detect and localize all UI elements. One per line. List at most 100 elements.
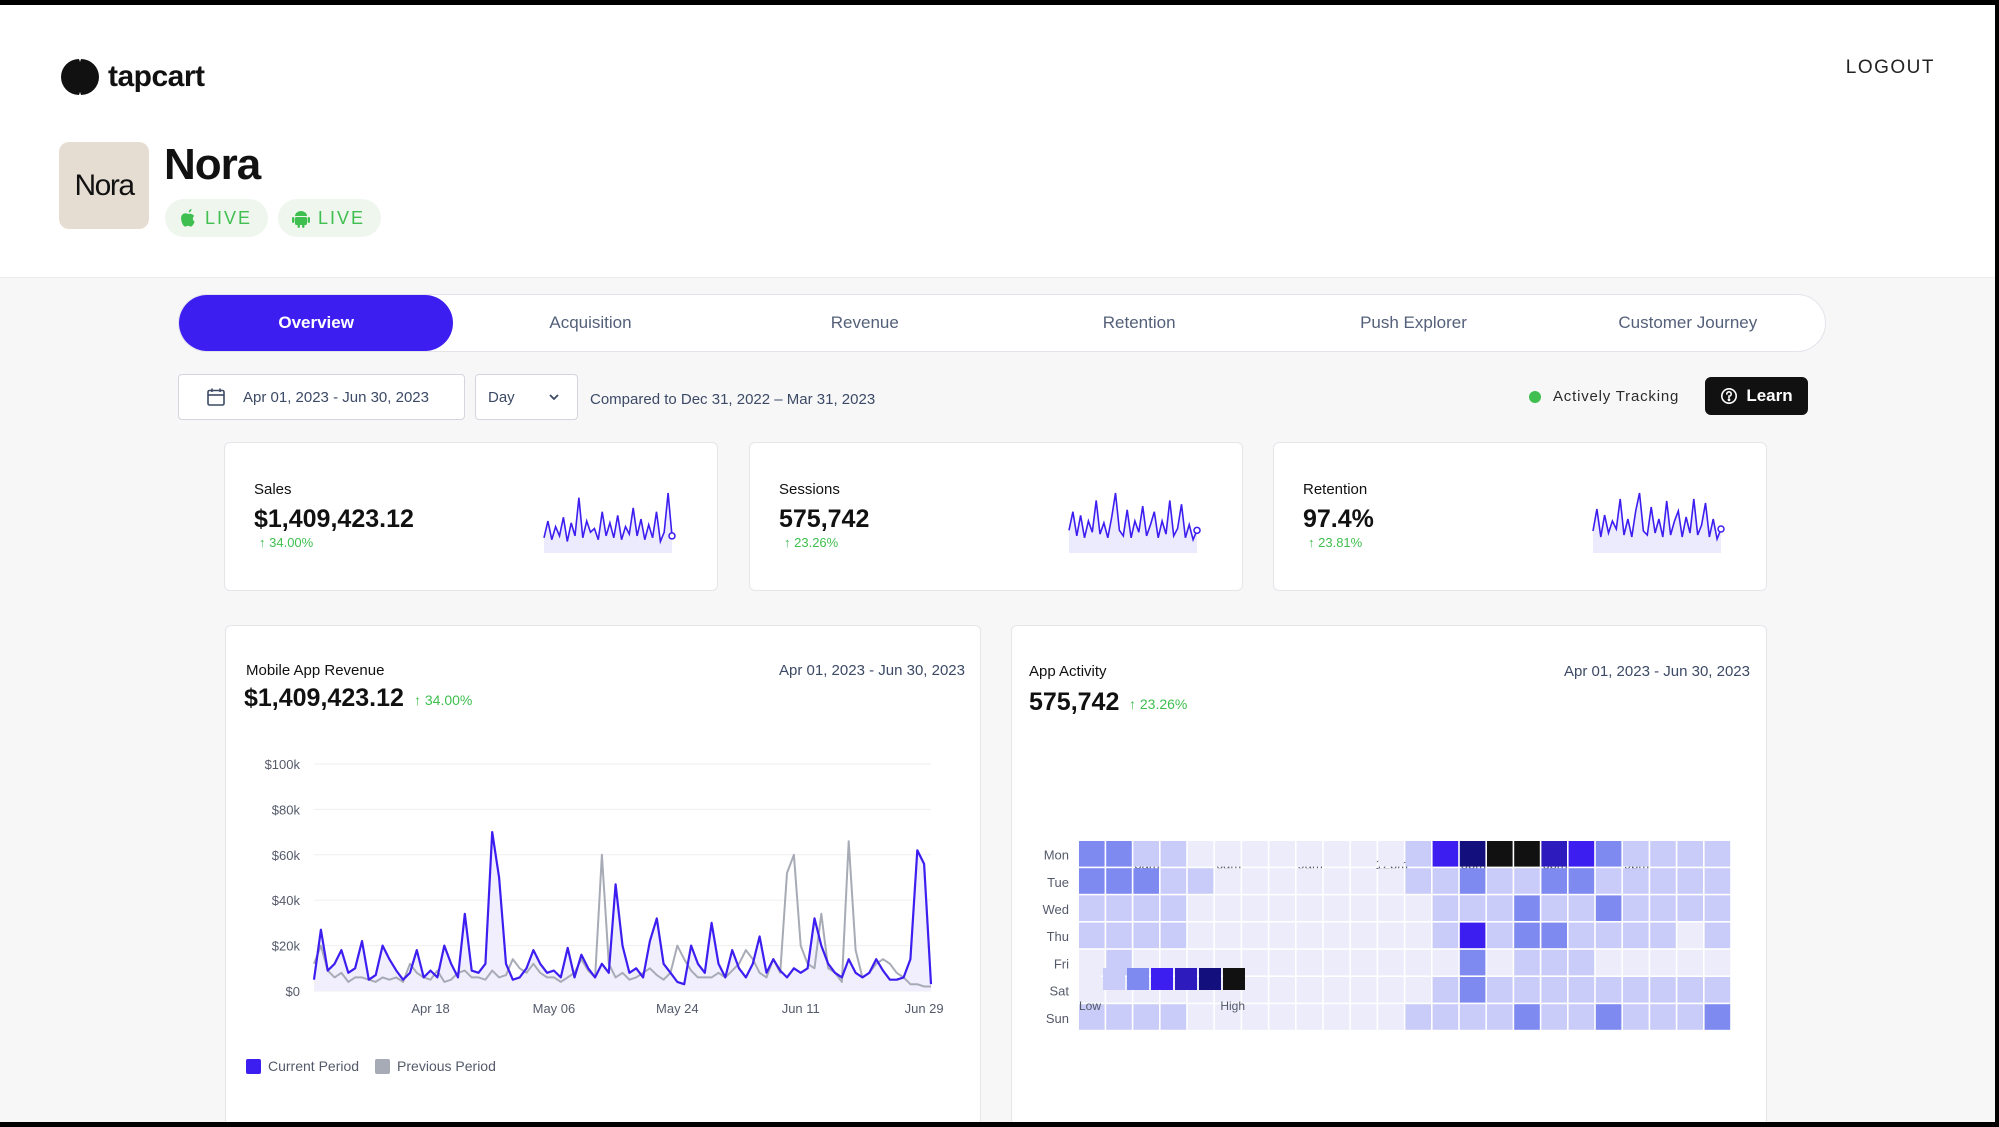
heatmap-cell[interactable] — [1323, 977, 1350, 1003]
heatmap-cell[interactable] — [1487, 922, 1513, 949]
tab-overview[interactable]: Overview — [179, 295, 454, 351]
heatmap-cell[interactable] — [1106, 1004, 1132, 1030]
heatmap-cell[interactable] — [1323, 1004, 1350, 1030]
heatmap-cell[interactable] — [1650, 977, 1676, 1003]
heatmap-cell[interactable] — [1432, 868, 1459, 894]
heatmap-cell[interactable] — [1133, 1004, 1159, 1030]
granularity-select[interactable]: Day — [475, 374, 578, 420]
heatmap-cell[interactable] — [1541, 895, 1567, 921]
heatmap-cell[interactable] — [1079, 868, 1105, 894]
heatmap-cell[interactable] — [1351, 1004, 1377, 1030]
date-range-picker[interactable]: Apr 01, 2023 - Jun 30, 2023 — [178, 374, 465, 420]
heatmap-cell[interactable] — [1677, 868, 1703, 894]
heatmap-cell[interactable] — [1296, 922, 1323, 949]
heatmap-cell[interactable] — [1296, 868, 1323, 894]
heatmap-cell[interactable] — [1079, 841, 1105, 867]
heatmap-cell[interactable] — [1459, 868, 1486, 894]
heatmap-cell[interactable] — [1106, 868, 1132, 894]
heatmap-cell[interactable] — [1487, 1004, 1513, 1030]
heatmap-cell[interactable] — [1242, 868, 1268, 894]
heatmap-cell[interactable] — [1677, 841, 1703, 867]
heatmap-cell[interactable] — [1704, 922, 1731, 949]
heatmap-cell[interactable] — [1351, 922, 1377, 949]
heatmap-cell[interactable] — [1623, 868, 1649, 894]
tab-revenue[interactable]: Revenue — [830, 313, 899, 332]
heatmap-cell[interactable] — [1650, 1004, 1676, 1030]
heatmap-cell[interactable] — [1269, 841, 1295, 867]
tab-retention[interactable]: Retention — [1102, 313, 1176, 332]
heatmap-cell[interactable] — [1323, 868, 1350, 894]
heatmap-cell[interactable] — [1541, 922, 1567, 949]
heatmap-cell[interactable] — [1704, 977, 1731, 1003]
heatmap-cell[interactable] — [1215, 841, 1241, 867]
heatmap-cell[interactable] — [1160, 1004, 1187, 1030]
heatmap-cell[interactable] — [1405, 895, 1431, 921]
heatmap-cell[interactable] — [1595, 841, 1622, 867]
heatmap-cell[interactable] — [1187, 841, 1214, 867]
heatmap-cell[interactable] — [1650, 841, 1676, 867]
heatmap-cell[interactable] — [1378, 841, 1404, 867]
heatmap-cell[interactable] — [1650, 922, 1676, 949]
heatmap-cell[interactable] — [1459, 1004, 1486, 1030]
heatmap-cell[interactable] — [1296, 895, 1323, 921]
heatmap-cell[interactable] — [1405, 922, 1431, 949]
heatmap-cell[interactable] — [1187, 895, 1214, 921]
heatmap-cell[interactable] — [1160, 841, 1187, 867]
heatmap-cell[interactable] — [1269, 977, 1295, 1003]
heatmap-cell[interactable] — [1405, 977, 1431, 1003]
heatmap-cell[interactable] — [1704, 949, 1731, 976]
heatmap-cell[interactable] — [1677, 1004, 1703, 1030]
heatmap-cell[interactable] — [1432, 841, 1459, 867]
heatmap-cell[interactable] — [1704, 841, 1731, 867]
heatmap-cell[interactable] — [1541, 949, 1567, 976]
heatmap-cell[interactable] — [1541, 977, 1567, 1003]
heatmap-cell[interactable] — [1242, 841, 1268, 867]
heatmap-cell[interactable] — [1296, 1004, 1323, 1030]
kpi-card-sales[interactable]: Sales $1,409,423.12 ↑ 34.00% — [224, 442, 718, 591]
heatmap-cell[interactable] — [1704, 868, 1731, 894]
heatmap-cell[interactable] — [1106, 895, 1132, 921]
heatmap-cell[interactable] — [1323, 895, 1350, 921]
heatmap-cell[interactable] — [1487, 977, 1513, 1003]
heatmap-cell[interactable] — [1514, 895, 1540, 921]
legend-current[interactable]: Current Period — [246, 1058, 359, 1074]
heatmap-cell[interactable] — [1351, 977, 1377, 1003]
heatmap-cell[interactable] — [1595, 1004, 1622, 1030]
heatmap-cell[interactable] — [1351, 949, 1377, 976]
heatmap-cell[interactable] — [1514, 949, 1540, 976]
heatmap-cell[interactable] — [1242, 1004, 1268, 1030]
heatmap-cell[interactable] — [1269, 949, 1295, 976]
heatmap-cell[interactable] — [1568, 1004, 1595, 1030]
heatmap-cell[interactable] — [1704, 895, 1731, 921]
heatmap-cell[interactable] — [1351, 895, 1377, 921]
heatmap-cell[interactable] — [1160, 922, 1187, 949]
heatmap-cell[interactable] — [1351, 841, 1377, 867]
tab-acquisition[interactable]: Acquisition — [549, 313, 632, 332]
heatmap-cell[interactable] — [1541, 841, 1567, 867]
heatmap-cell[interactable] — [1677, 895, 1703, 921]
heatmap-cell[interactable] — [1623, 895, 1649, 921]
tab-push-explorer[interactable]: Push Explorer — [1360, 313, 1467, 332]
heatmap-cell[interactable] — [1405, 868, 1431, 894]
heatmap-cell[interactable] — [1623, 949, 1649, 976]
heatmap-cell[interactable] — [1650, 868, 1676, 894]
heatmap-cell[interactable] — [1487, 949, 1513, 976]
heatmap-cell[interactable] — [1242, 977, 1268, 1003]
heatmap-cell[interactable] — [1215, 1004, 1241, 1030]
heatmap-cell[interactable] — [1269, 895, 1295, 921]
heatmap-cell[interactable] — [1378, 949, 1404, 976]
heatmap-cell[interactable] — [1459, 949, 1486, 976]
heatmap-cell[interactable] — [1323, 922, 1350, 949]
heatmap-cell[interactable] — [1405, 1004, 1431, 1030]
heatmap-cell[interactable] — [1514, 868, 1540, 894]
heatmap-cell[interactable] — [1541, 868, 1567, 894]
heatmap-cell[interactable] — [1595, 895, 1622, 921]
heatmap-cell[interactable] — [1296, 977, 1323, 1003]
tab-customer-journey[interactable]: Customer Journey — [1618, 313, 1758, 332]
heatmap-cell[interactable] — [1459, 841, 1486, 867]
heatmap-cell[interactable] — [1514, 977, 1540, 1003]
heatmap-cell[interactable] — [1187, 922, 1214, 949]
heatmap-cell[interactable] — [1704, 1004, 1731, 1030]
heatmap-cell[interactable] — [1269, 868, 1295, 894]
heatmap-cell[interactable] — [1514, 922, 1540, 949]
